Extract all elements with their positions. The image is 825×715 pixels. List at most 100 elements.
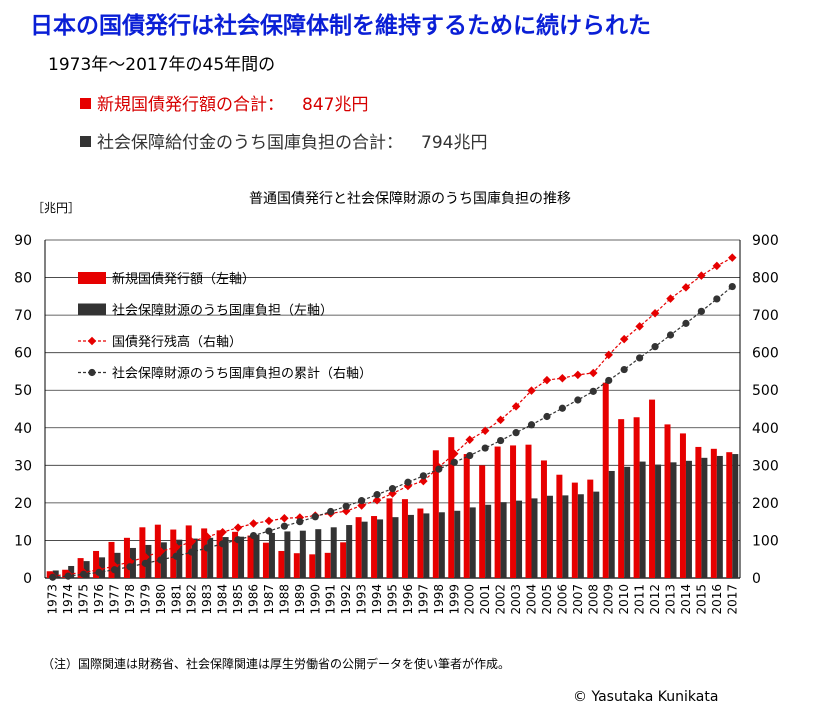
right-tick-label: 900 bbox=[752, 233, 779, 249]
x-tick-label: 1998 bbox=[432, 584, 446, 615]
dark-square-marker bbox=[80, 136, 91, 147]
bond-issuance-bar bbox=[247, 535, 254, 578]
x-tick-label: 1979 bbox=[138, 584, 152, 615]
ss-burden-bar bbox=[68, 565, 75, 578]
right-tick-label: 600 bbox=[752, 346, 779, 362]
right-tick-label: 200 bbox=[752, 496, 779, 512]
x-axis-labels: 1973 1974 1975 1976 1977 1978 1979 1980 1981 1982… bbox=[46, 584, 740, 615]
ss-burden-bar bbox=[500, 502, 507, 578]
ss-burden-bar bbox=[222, 537, 229, 578]
x-tick-label: 1976 bbox=[92, 584, 106, 615]
ss-burden-bar bbox=[207, 537, 214, 578]
bond-issuance-bar bbox=[123, 537, 130, 578]
bond-issuance-bar bbox=[201, 528, 208, 578]
right-tick-label: 300 bbox=[752, 458, 779, 474]
legend-label: 国債発行残高（右軸） bbox=[112, 334, 242, 350]
cumulative-burden-point bbox=[666, 331, 675, 339]
bond-issuance-bar bbox=[93, 550, 100, 578]
x-tick-label: 1983 bbox=[200, 584, 214, 615]
ss-total-label: 社会保障給付金のうち国庫負担の合計： bbox=[97, 133, 403, 153]
x-tick-label: 1980 bbox=[154, 584, 168, 615]
ss-burden-bar bbox=[99, 557, 106, 578]
outstanding-balance-point bbox=[527, 386, 536, 395]
bond-issuance-bar bbox=[309, 554, 316, 578]
bond-issuance-bar bbox=[324, 552, 331, 578]
bond-issuance-bar bbox=[448, 437, 455, 578]
cumulative-burden-point bbox=[636, 354, 644, 362]
line-series bbox=[48, 253, 737, 581]
x-tick-label: 1987 bbox=[262, 584, 276, 615]
x-tick-label: 1974 bbox=[61, 584, 75, 615]
cumulative-burden-point bbox=[697, 307, 705, 315]
bond-issuance-bar bbox=[401, 499, 408, 578]
x-tick-label: 1992 bbox=[339, 584, 353, 615]
cumulative-burden-point bbox=[296, 518, 304, 526]
cumulative-burden-point bbox=[713, 295, 721, 303]
cumulative-burden-point bbox=[589, 387, 597, 395]
left-tick-label: 70 bbox=[14, 308, 32, 324]
cumulative-burden-point bbox=[203, 544, 211, 552]
cumulative-burden-point bbox=[280, 522, 288, 530]
period-text: 1973年～2017年の45年間の bbox=[48, 55, 276, 75]
outstanding-balance-point bbox=[712, 261, 722, 271]
outstanding-balance-point bbox=[233, 523, 243, 532]
ss-burden-bar bbox=[516, 500, 523, 578]
x-tick-label: 2017 bbox=[725, 584, 739, 615]
bond-total-line: 新規国債発行額の合計： 847兆円 bbox=[80, 90, 368, 115]
bond-issuance-bar bbox=[340, 542, 347, 578]
cumulative-burden-point bbox=[512, 429, 520, 437]
outstanding-balance-point bbox=[480, 426, 490, 436]
ss-burden-bar bbox=[608, 470, 615, 578]
x-tick-label: 1978 bbox=[123, 584, 137, 615]
ss-burden-bar bbox=[392, 517, 399, 578]
bond-issuance-bar bbox=[587, 479, 594, 578]
cumulative-burden-point bbox=[527, 421, 536, 429]
cumulative-burden-point bbox=[373, 491, 381, 499]
bond-issuance-bar bbox=[679, 433, 686, 578]
x-tick-label: 1996 bbox=[401, 584, 415, 615]
x-tick-label: 2009 bbox=[602, 584, 616, 615]
bond-total-value: 847兆円 bbox=[302, 95, 369, 115]
outstanding-balance-point bbox=[604, 350, 613, 360]
outstanding-balance-point bbox=[589, 368, 598, 378]
ss-burden-bar bbox=[624, 466, 631, 578]
cumulative-burden-point bbox=[249, 531, 258, 540]
x-tick-label: 1989 bbox=[293, 584, 307, 615]
legend-marker bbox=[87, 336, 97, 346]
right-tick-label: 100 bbox=[752, 533, 779, 549]
legend: 新規国債発行額（左軸） 社会保障財源のうち国庫負担（左軸） 国債発行残高（右軸） 社会… bbox=[78, 271, 372, 382]
outstanding-balance-point bbox=[650, 308, 660, 318]
x-tick-label: 2005 bbox=[540, 584, 554, 615]
outstanding-balance-point bbox=[372, 496, 382, 505]
outstanding-balance-point bbox=[681, 283, 691, 292]
outstanding-balance-point bbox=[635, 322, 644, 331]
bar-series bbox=[46, 382, 739, 578]
copyright: © Yasutaka Kunikata bbox=[573, 689, 719, 705]
cumulative-burden-point bbox=[358, 497, 366, 505]
left-axis-ticks: 0 10 20 30 40 50 60 70 80 90 bbox=[14, 233, 32, 587]
outstanding-balance-point bbox=[619, 334, 629, 344]
cumulative-burden-point bbox=[157, 556, 165, 564]
ss-burden-bar bbox=[83, 561, 90, 578]
ss-burden-bar bbox=[315, 529, 322, 578]
cumulative-burden-point bbox=[404, 478, 412, 486]
left-tick-label: 50 bbox=[14, 383, 32, 399]
right-tick-label: 700 bbox=[752, 308, 779, 324]
cumulative-burden-point bbox=[327, 507, 335, 516]
outstanding-balance-point bbox=[496, 415, 505, 425]
outstanding-balance-point bbox=[465, 435, 474, 445]
x-tick-label: 2013 bbox=[664, 584, 678, 615]
cumulative-burden-point bbox=[95, 568, 103, 576]
x-tick-label: 2001 bbox=[478, 584, 492, 615]
ss-burden-bar bbox=[469, 507, 476, 578]
ss-burden-bar bbox=[485, 504, 492, 578]
x-tick-label: 2003 bbox=[509, 584, 523, 615]
outstanding-balance-point bbox=[558, 373, 567, 383]
cumulative-burden-point bbox=[110, 566, 119, 574]
ss-burden-bar bbox=[639, 461, 646, 578]
x-tick-label: 2004 bbox=[525, 584, 539, 615]
cumulative-burden-point bbox=[605, 376, 613, 385]
bond-issuance-bar bbox=[540, 460, 547, 578]
ss-burden-bar bbox=[655, 464, 662, 578]
x-tick-label: 1988 bbox=[277, 584, 291, 615]
